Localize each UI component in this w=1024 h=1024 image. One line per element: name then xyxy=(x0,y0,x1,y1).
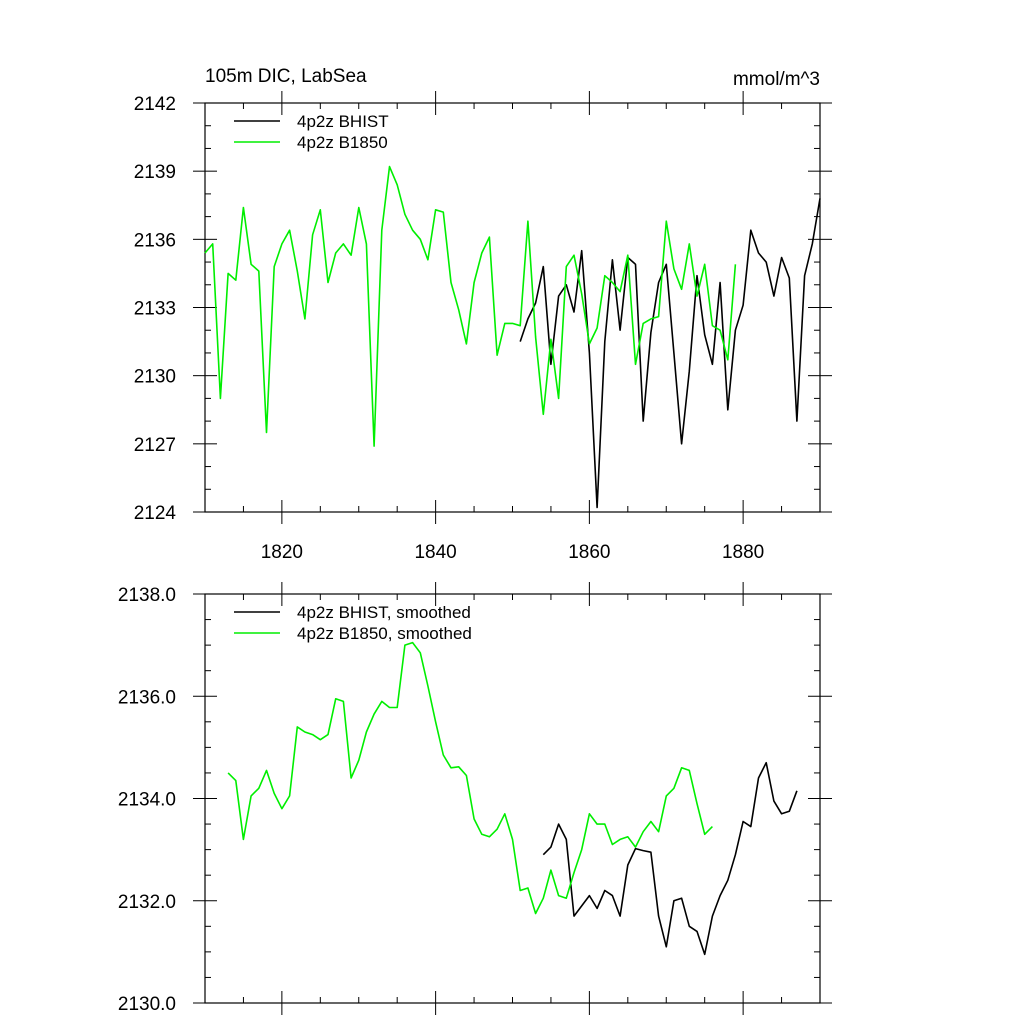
x-tick-label: 1820 xyxy=(261,542,303,563)
y-tick-label: 2142 xyxy=(134,94,176,115)
legend-label-0: 4p2z BHIST xyxy=(297,112,389,131)
legend-label-1: 4p2z B1850 xyxy=(297,133,388,152)
legend-label-0: 4p2z BHIST, smoothed xyxy=(297,603,471,622)
x-tick-label: 1840 xyxy=(414,542,456,563)
series-line-1 xyxy=(227,641,713,915)
series-line-0 xyxy=(542,761,798,956)
chart-title: 105m DIC, LabSea xyxy=(205,66,367,87)
y-tick-label: 2133 xyxy=(134,299,176,320)
x-tick-label: 1860 xyxy=(568,542,610,563)
x-tick-label: 1880 xyxy=(722,542,764,563)
y-tick-label: 2132.0 xyxy=(118,892,176,913)
top-panel: 1820 1840 1860 1880 2124 2127 2130 2133 2136 2139… xyxy=(134,66,832,563)
series-line-1 xyxy=(204,165,737,447)
y-tick-label: 2136 xyxy=(134,230,176,251)
plot-frame xyxy=(204,102,821,513)
y-tick-label: 2134.0 xyxy=(118,790,176,811)
units-label: mmol/m^3 xyxy=(733,69,820,90)
y-tick-label: 2136.0 xyxy=(118,687,176,708)
y-tick-label: 2130.0 xyxy=(118,994,176,1015)
legend-label-1: 4p2z B1850, smoothed xyxy=(297,624,472,643)
y-tick-label: 2124 xyxy=(134,503,177,524)
y-tick-label: 2130 xyxy=(134,367,176,388)
y-tick-label: 2138.0 xyxy=(118,585,176,606)
bottom-panel: 2130.0 2132.0 2134.0 2136.0 2138.0 4p2z BHIST… xyxy=(118,582,832,1015)
series-line-0 xyxy=(519,198,821,509)
y-tick-label: 2127 xyxy=(134,435,176,456)
plot-frame xyxy=(204,593,821,1004)
y-tick-label: 2139 xyxy=(134,162,176,183)
